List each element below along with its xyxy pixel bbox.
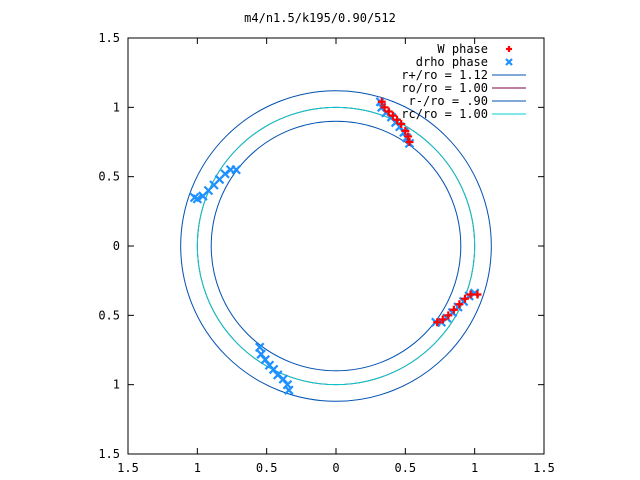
y-tick-label: 1 [113,100,120,114]
data-point [399,127,409,138]
x-tick-label: 1.5 [117,461,139,475]
data-point [254,342,265,353]
data-point [460,294,469,303]
data-point [438,315,447,324]
x-tick-label: 0 [332,461,339,475]
circle-series [210,120,462,372]
x-tick-label: 1 [194,461,201,475]
x-tick-label: 0.5 [256,461,278,475]
y-tick-label: 1.5 [98,31,120,45]
legend-marker [505,58,513,66]
chart-title: m4/n1.5/k195/0.90/512 [244,11,396,25]
x-tick-label: 1.5 [533,461,555,475]
y-tick-label: 0.5 [98,308,120,322]
data-point [433,318,442,327]
data-point [401,126,410,135]
data-point [405,138,414,146]
data-point [384,107,393,116]
legend-entry-label: W phase [437,42,488,56]
data-point [284,385,294,395]
data-point [444,311,453,320]
axis-tick-labels: 1.5 1 0.5 0 0.5 1 1.51.510.500.511.5 [98,31,555,475]
data-point [380,103,389,112]
legend-marker [506,46,512,52]
data-point [404,132,413,141]
legend-entry-label: ro/ro = 1.00 [401,81,488,95]
x-tick-label: 1 [471,461,478,475]
legend-entry-label: rc/ro = 1.00 [401,107,488,121]
y-tick-label: 1 [113,378,120,392]
data-point [455,300,464,309]
x-tick-label: 0.5 [394,461,416,475]
circle-series [196,106,476,386]
y-tick-label: 0 [113,239,120,253]
data-point [231,164,241,175]
legend-entry-label: r-/ro = .90 [409,94,488,108]
legend-entry-label: drho phase [416,55,488,69]
y-tick-label: 1.5 [98,447,120,461]
circle-series [180,90,492,402]
circle-series [196,106,476,386]
data-point [397,119,406,128]
axis-ticks [127,37,545,455]
reference-circles [180,90,492,402]
data-point [377,97,386,106]
data-point [449,305,458,314]
data-point [388,111,397,120]
data-point [393,115,402,124]
data-point [473,290,482,299]
data-point [466,290,475,299]
y-tick-label: 0.5 [98,170,120,184]
legend-entry-label: r+/ro = 1.12 [401,68,488,82]
data-point [192,194,203,204]
phase-points [189,97,482,395]
